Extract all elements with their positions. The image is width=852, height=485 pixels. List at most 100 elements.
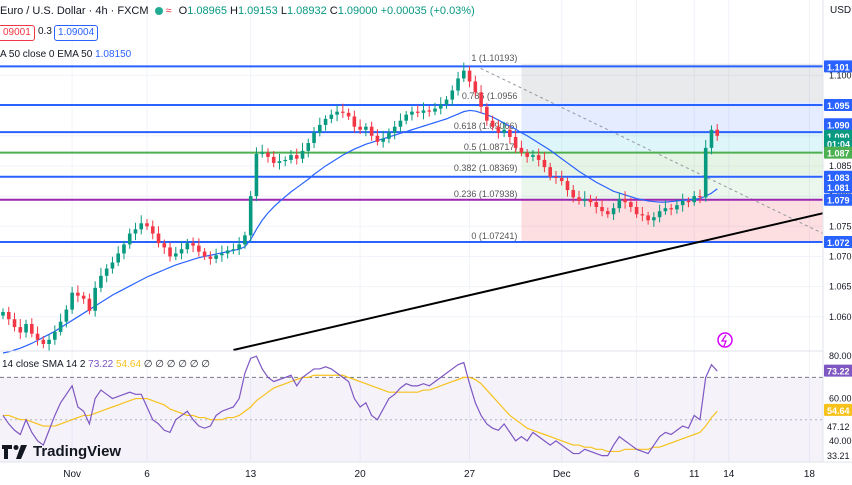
candle-body — [663, 208, 668, 212]
rsi-tick-label: 40.00 — [829, 436, 852, 446]
rsi-tick-label: 60.00 — [829, 394, 852, 404]
candle-body — [41, 339, 46, 344]
candle — [640, 206, 645, 222]
candle — [456, 71, 460, 96]
candle — [237, 237, 241, 256]
candle — [680, 193, 685, 212]
candle — [99, 267, 103, 293]
candle-body — [582, 199, 587, 201]
candle — [24, 319, 28, 338]
candle — [162, 239, 167, 254]
candle-body — [283, 159, 288, 162]
candle-body — [197, 245, 201, 252]
buy-button[interactable]: 1.09004 — [54, 25, 99, 41]
candle — [122, 240, 126, 260]
candle — [415, 105, 420, 118]
candle-body — [438, 104, 443, 109]
candle — [116, 246, 120, 267]
candle — [243, 231, 247, 249]
candle — [369, 121, 374, 141]
candle — [703, 139, 708, 202]
alert-icon — [717, 332, 733, 348]
candle-body — [300, 150, 305, 159]
price-tick-label: 1.060 — [829, 312, 852, 322]
candle-body — [369, 126, 374, 136]
candle — [283, 156, 288, 167]
candle-body — [559, 178, 564, 182]
candle — [133, 222, 138, 241]
price-label-text: 1.101 — [827, 62, 850, 72]
candle-body — [709, 129, 714, 148]
candle — [358, 119, 362, 135]
candle — [254, 147, 259, 202]
candle-body — [329, 114, 334, 119]
candle-body — [81, 295, 86, 299]
candle-body — [277, 161, 282, 163]
candle — [594, 196, 599, 214]
misc-layer — [717, 332, 733, 348]
grid-layer — [0, 0, 823, 462]
candle — [70, 286, 74, 314]
candle-body — [12, 319, 17, 328]
fib-zone — [521, 101, 823, 132]
candle — [588, 194, 593, 207]
tradingview-logo[interactable]: TradingView — [2, 443, 121, 460]
candle-body — [318, 124, 322, 133]
candle-body — [185, 243, 190, 250]
fib-label: 0 (1.07241) — [471, 231, 517, 241]
candle — [669, 203, 673, 216]
candle-body — [392, 126, 397, 133]
candle — [214, 248, 218, 264]
candle-body — [346, 112, 351, 117]
candle — [335, 105, 339, 122]
candle — [381, 130, 385, 148]
candle-body — [179, 249, 184, 254]
candle-body — [698, 196, 702, 198]
candle-body — [133, 229, 138, 234]
price-tick-label: 1.075 — [829, 221, 852, 231]
fib-label: 0.5 (1.08717) — [464, 142, 518, 152]
candle — [421, 102, 426, 120]
symbol-header[interactable]: Euro / U.S. Dollar · 4h · FXCM ≈ O1.08965… — [0, 5, 475, 17]
candle-body — [381, 138, 385, 142]
rsi-legend[interactable]: 14 close SMA 14 2 73.22 54.64 ∅ ∅ ∅ ∅ ∅ … — [2, 359, 210, 370]
candle — [41, 336, 46, 349]
candle-body — [387, 132, 391, 139]
candle — [467, 66, 472, 88]
candle-body — [611, 208, 616, 215]
candle — [623, 191, 627, 209]
candle — [248, 191, 253, 242]
sell-button[interactable]: 09001 — [0, 25, 35, 41]
candle — [58, 313, 63, 336]
candle — [657, 204, 662, 223]
candle-body — [577, 197, 581, 201]
ema-legend[interactable]: A 50 close 0 EMA 50 1.08150 — [0, 49, 132, 60]
candle — [220, 245, 224, 262]
candle — [312, 126, 316, 149]
candle-body — [87, 298, 92, 311]
candle-body — [364, 126, 368, 130]
candle — [698, 189, 702, 204]
candle-body — [444, 99, 449, 105]
candle — [617, 192, 622, 213]
time-tick-label: 13 — [245, 469, 257, 480]
time-tick-label: 6 — [634, 469, 640, 480]
price-axis-background — [823, 0, 852, 462]
candle-body — [231, 249, 236, 251]
candle — [6, 306, 11, 326]
candle-body — [404, 114, 408, 121]
symbol-title[interactable]: Euro / U.S. Dollar · 4h · FXCM — [0, 5, 149, 17]
candle — [127, 228, 132, 249]
candle — [542, 151, 547, 173]
candle-body — [715, 129, 720, 136]
time-tick-label: 6 — [144, 469, 150, 480]
candle — [104, 264, 109, 283]
candle — [318, 117, 322, 137]
candle-body — [1, 311, 5, 316]
candle — [289, 150, 293, 164]
rsi-line — [2, 355, 718, 457]
candle — [675, 199, 679, 214]
candle — [709, 125, 714, 155]
candle-body — [145, 223, 149, 227]
